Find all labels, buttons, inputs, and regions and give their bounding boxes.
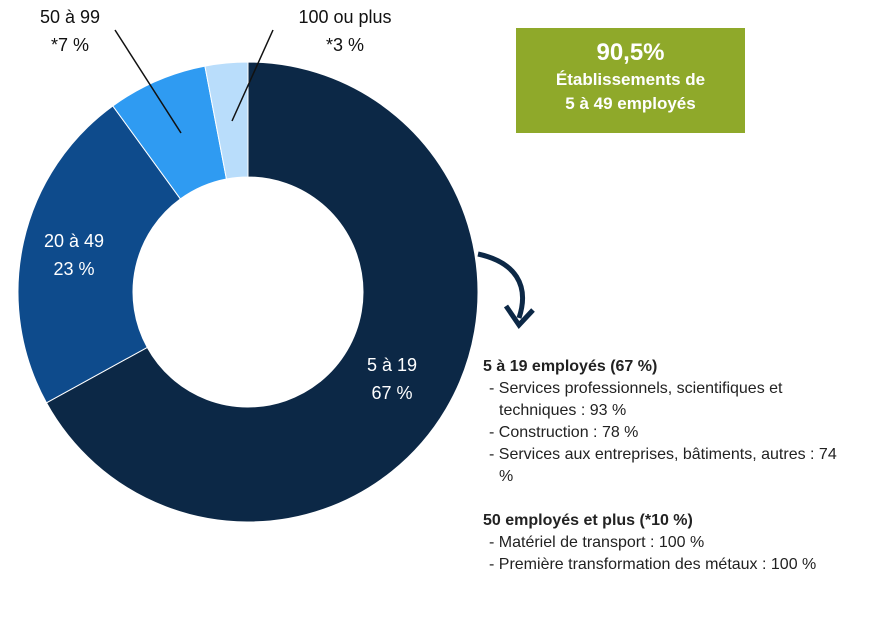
value-label: *3 % [326, 35, 364, 55]
callout-line: 5 à 49 employés [565, 94, 696, 113]
arrow-head [503, 304, 535, 329]
value-label: 67 % [371, 383, 412, 403]
note-item: Matériel de transport : 100 % [483, 532, 844, 554]
note-group: 5 à 19 employés (67 %) Services professio… [483, 356, 863, 488]
note-item: Première transformation des métaux : 100… [483, 554, 844, 576]
leader-line [114, 29, 182, 134]
donut-segment [17, 105, 182, 404]
segment-label: 100 ou plus [298, 7, 391, 27]
donut-segment [45, 61, 479, 523]
note-group: 50 employés et plus (*10 %) Matériel de t… [483, 510, 863, 576]
note-heading: 50 employés et plus (*10 %) [483, 512, 693, 529]
callout-line: Établissements de [555, 70, 706, 89]
value-label: 23 % [53, 259, 94, 279]
value-label: *7 % [51, 35, 89, 55]
segment-label: 50 à 99 [40, 7, 100, 27]
note-heading: 5 à 19 employés (67 %) [483, 358, 658, 375]
note-item: Services professionnels, scientifiques e… [483, 378, 844, 422]
segment-label: 5 à 19 [367, 355, 417, 375]
callout-value: 90,5% [596, 39, 665, 66]
donut-segment [204, 61, 249, 180]
note-item: Construction : 78 % [483, 422, 844, 444]
note-item: Services aux entreprises, bâtiments, aut… [483, 444, 844, 488]
notes: 5 à 19 employés (67 %) Services professio… [483, 356, 863, 598]
leader-line [231, 29, 274, 122]
callout: 90,5% Établissements de 5 à 49 employés [516, 28, 745, 133]
segment-label: 20 à 49 [44, 231, 104, 251]
arrow [477, 251, 525, 319]
